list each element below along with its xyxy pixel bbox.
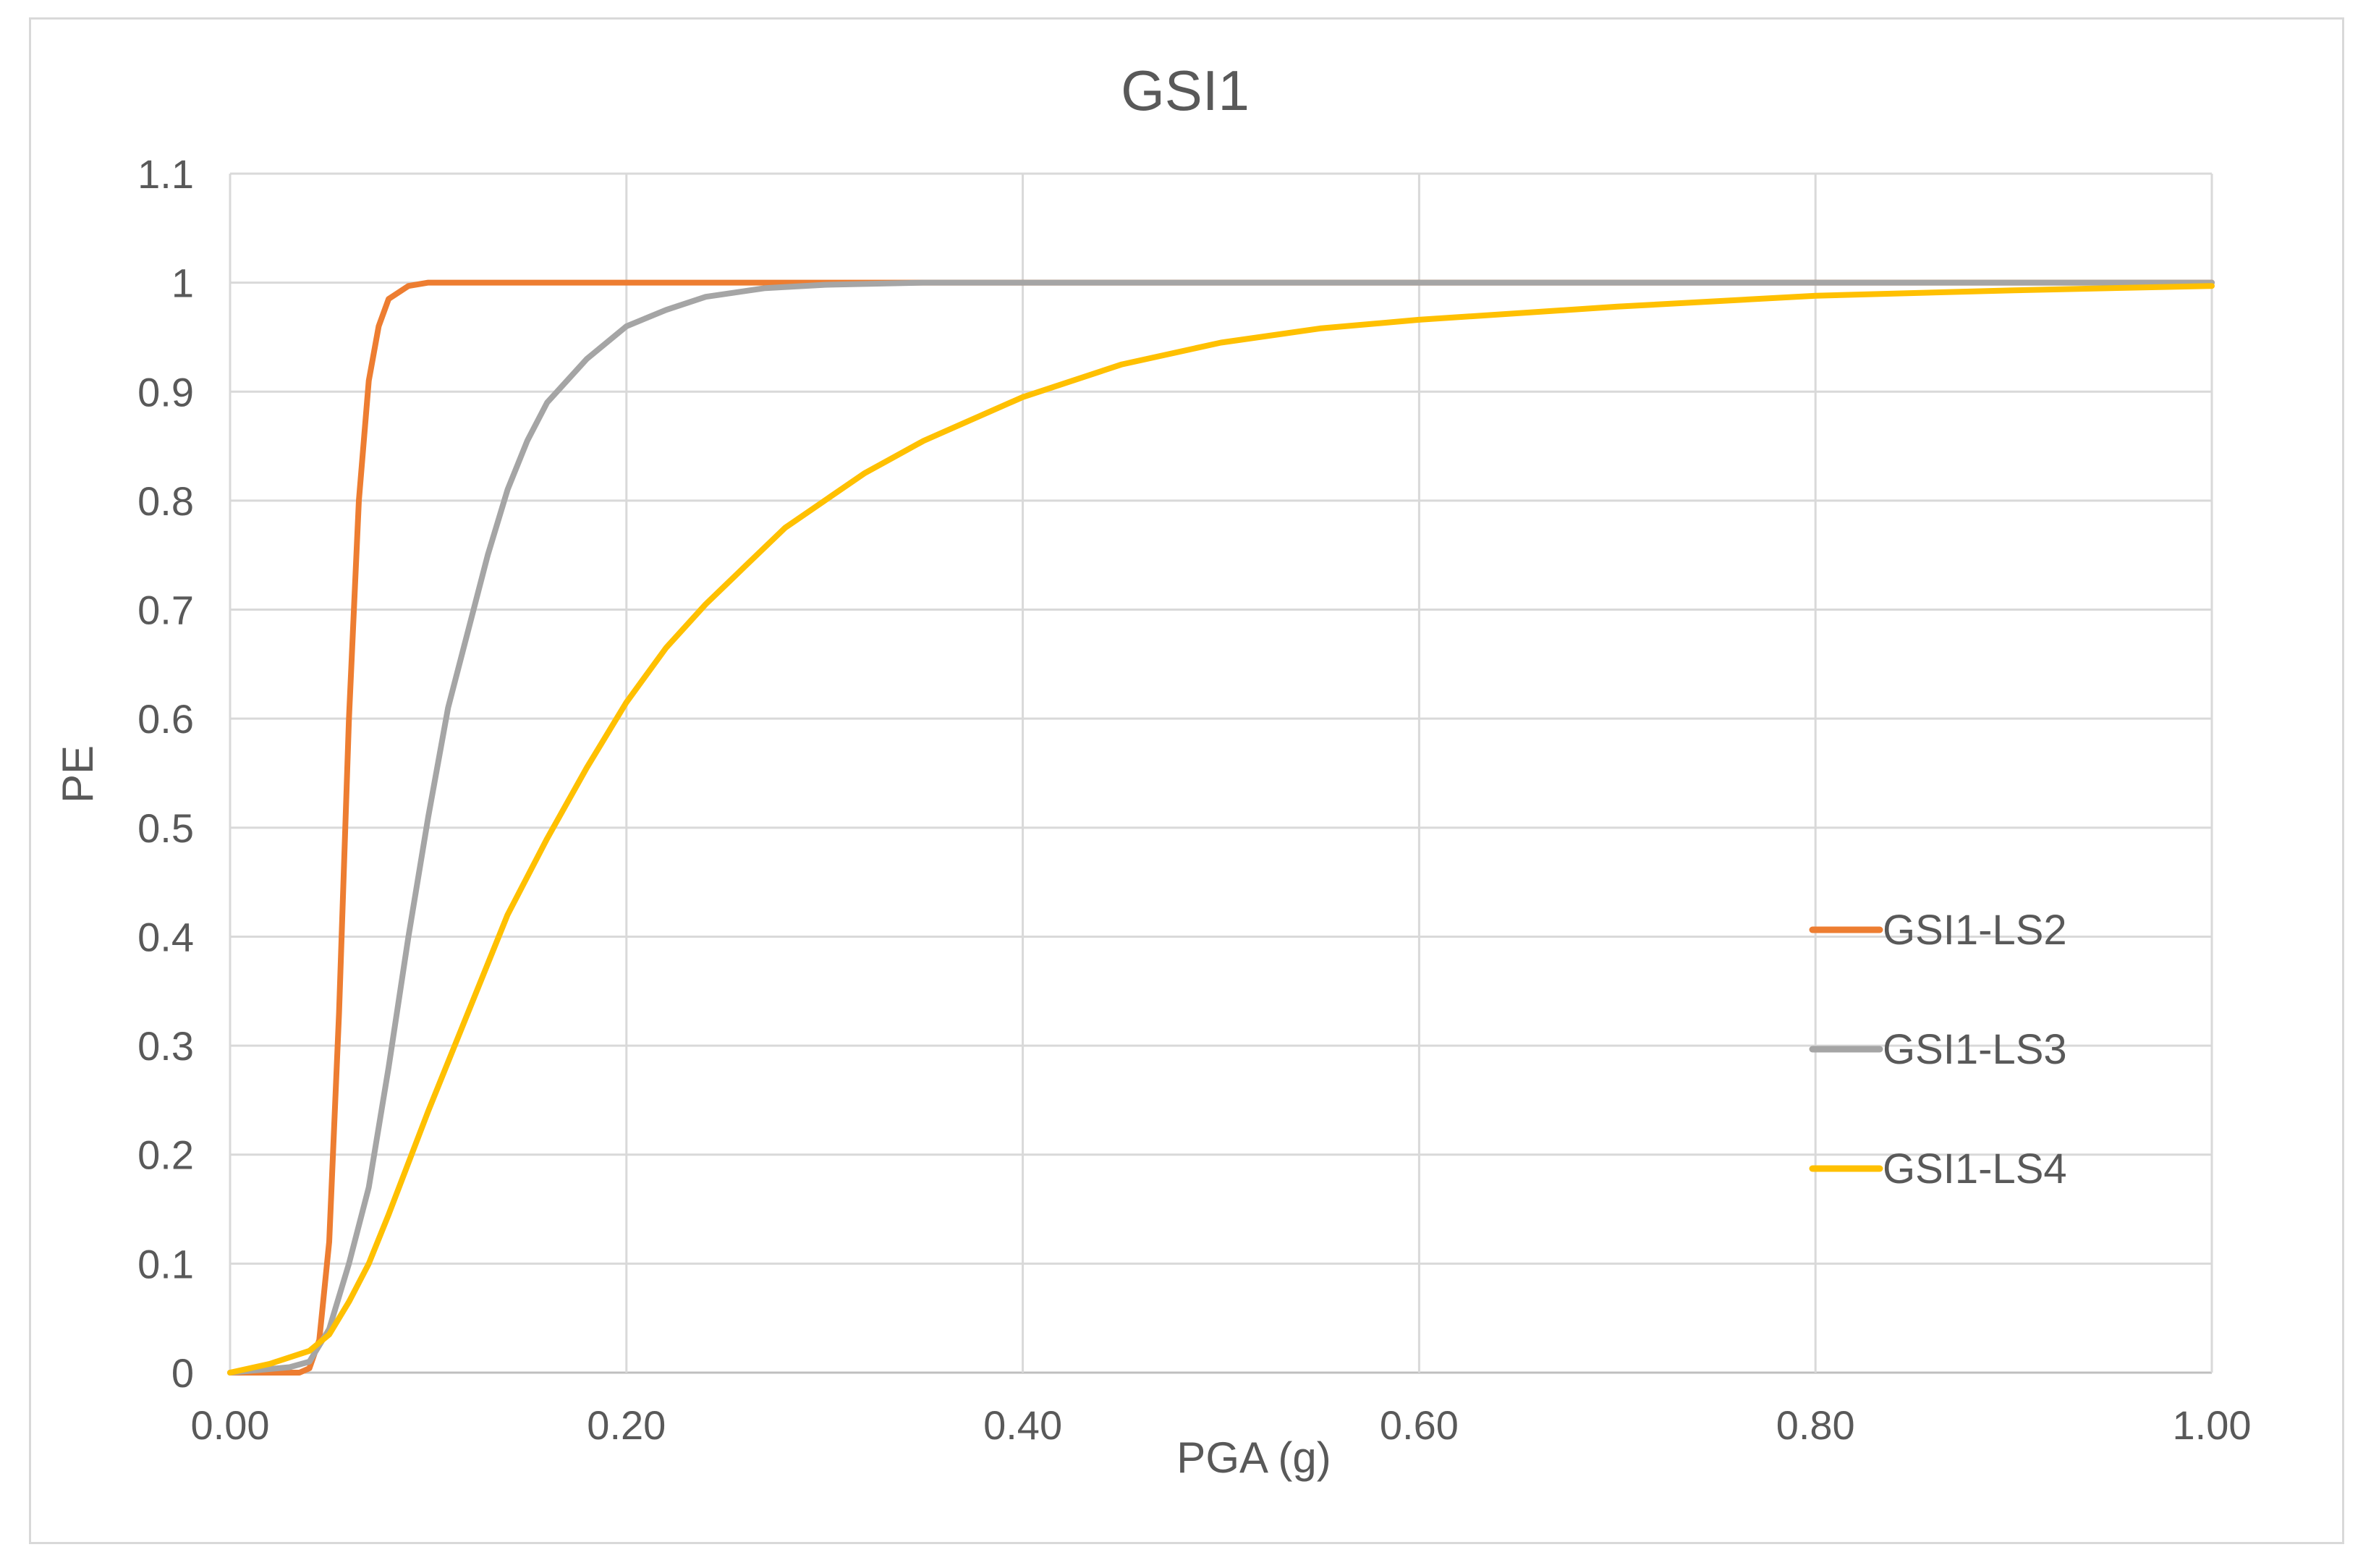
x-tick-label: 0.80 bbox=[1776, 1402, 1855, 1448]
y-axis-ticks: 0 0.1 0.2 0.3 0.4 0.5 0.6 0.7 0.8 0.9 1 1.1 bbox=[137, 151, 194, 1396]
y-tick-label: 0.4 bbox=[137, 914, 194, 959]
gridlines bbox=[229, 172, 2213, 1374]
legend: GSI1-LS2 GSI1-LS3 GSI1-LS4 bbox=[1809, 907, 2067, 1192]
y-tick-label: 0.8 bbox=[137, 478, 194, 524]
y-tick-label: 1.1 bbox=[137, 151, 194, 197]
y-tick-label: 0.9 bbox=[137, 369, 194, 415]
y-tick-label: 0.1 bbox=[137, 1241, 194, 1287]
legend-item: GSI1-LS2 bbox=[1809, 907, 2067, 954]
y-tick-label: 0 bbox=[171, 1350, 194, 1396]
x-tick-label: 0.60 bbox=[1380, 1402, 1459, 1448]
series-lines bbox=[227, 279, 2215, 1376]
x-tick-label: 0.40 bbox=[983, 1402, 1062, 1448]
y-tick-label: 0.5 bbox=[137, 805, 194, 851]
legend-label: GSI1-LS3 bbox=[1883, 1026, 2067, 1073]
chart-title: GSI1 bbox=[1121, 59, 1250, 122]
y-axis-title: PE bbox=[54, 745, 102, 803]
x-axis-ticks: 0.00 0.20 0.40 0.60 0.80 1.00 bbox=[191, 1402, 2252, 1448]
x-tick-label: 0.00 bbox=[191, 1402, 270, 1448]
series-line-gsi1-ls3 bbox=[227, 279, 2215, 1376]
legend-item: GSI1-LS4 bbox=[1809, 1145, 2067, 1192]
y-tick-label: 0.6 bbox=[137, 696, 194, 742]
y-tick-label: 0.7 bbox=[137, 588, 194, 633]
chart-frame bbox=[29, 17, 2344, 1544]
x-axis-title: PGA (g) bbox=[1176, 1433, 1331, 1482]
legend-label: GSI1-LS4 bbox=[1883, 1145, 2067, 1192]
legend-label: GSI1-LS2 bbox=[1883, 907, 2067, 954]
series-line-gsi1-ls4 bbox=[227, 283, 2215, 1376]
legend-item: GSI1-LS3 bbox=[1809, 1026, 2067, 1073]
y-tick-label: 1 bbox=[171, 260, 194, 306]
x-tick-label: 1.00 bbox=[2173, 1402, 2252, 1448]
y-tick-label: 0.3 bbox=[137, 1023, 194, 1069]
x-tick-label: 0.20 bbox=[587, 1402, 666, 1448]
y-tick-label: 0.2 bbox=[137, 1132, 194, 1178]
